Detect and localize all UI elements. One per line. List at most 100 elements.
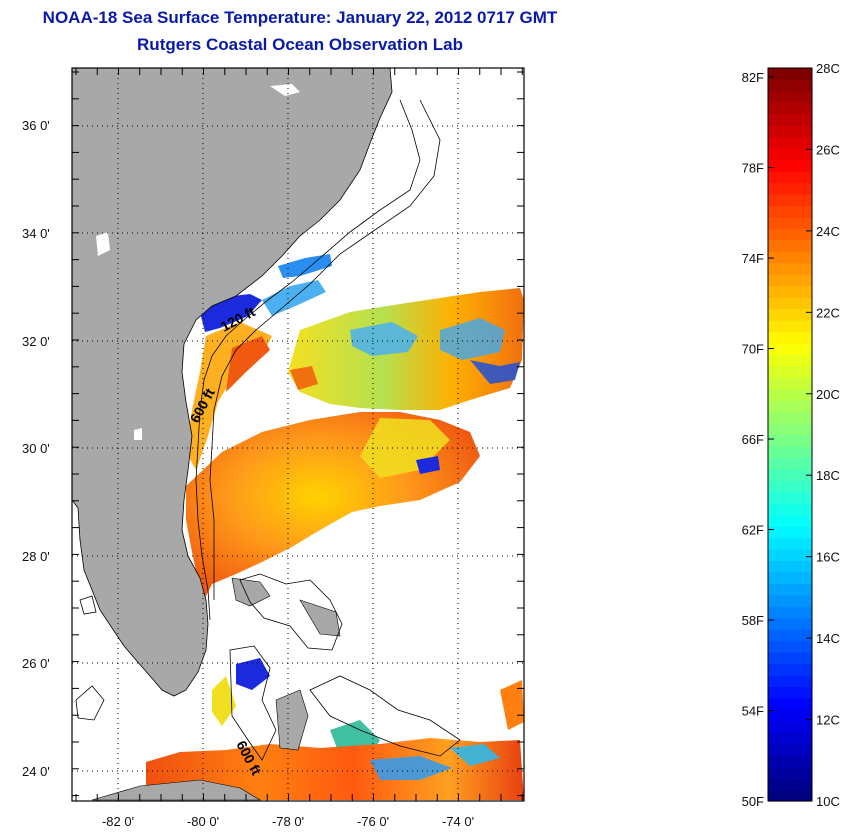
colorbar-band: [768, 148, 812, 161]
celsius-label: 16C: [816, 550, 840, 565]
lat-label: 26 0': [22, 656, 50, 671]
colorbar-band: [768, 652, 812, 665]
lat-label: 32 0': [22, 334, 50, 349]
colorbar-band: [768, 331, 812, 344]
colorbar-band: [768, 434, 812, 447]
colorbar-band: [768, 514, 812, 527]
colorbar-bands: [768, 68, 812, 802]
lat-label: 28 0': [22, 549, 50, 564]
lon-label: -80 0': [187, 814, 219, 829]
colorbar-band: [768, 400, 812, 413]
colorbar-band: [768, 308, 812, 321]
lon-label: -74 0': [442, 814, 474, 829]
colorbar-band: [768, 136, 812, 149]
colorbar-band: [768, 732, 812, 745]
colorbar-band: [768, 228, 812, 241]
colorbar-frame: [767, 67, 813, 802]
lat-label: 34 0': [22, 226, 50, 241]
celsius-label: 14C: [816, 631, 840, 646]
celsius-label: 12C: [816, 713, 840, 728]
colorbar-band: [768, 285, 812, 298]
fahrenheit-label: 74F: [742, 251, 764, 266]
colorbar-band: [768, 640, 812, 653]
colorbar-band: [768, 629, 812, 642]
fahrenheit-label: 58F: [742, 613, 764, 628]
colorbar-band: [768, 411, 812, 424]
graticule: [72, 68, 524, 801]
colorbar-band: [768, 193, 812, 207]
map-subtitle: Rutgers Coastal Ocean Observation Lab: [137, 35, 463, 54]
fahrenheit-label: 82F: [742, 70, 764, 85]
colorbar-band: [768, 79, 812, 92]
colorbar-band: [768, 457, 812, 470]
colorbar-band: [768, 182, 812, 195]
colorbar-band: [768, 663, 812, 676]
colorbar-band: [768, 606, 812, 619]
colorbar-band: [768, 755, 812, 768]
colorbar-band: [768, 571, 812, 584]
colorbar-band: [768, 468, 812, 481]
fahrenheit-label: 50F: [742, 794, 764, 809]
colorbar-band: [768, 766, 812, 779]
colorbar-band: [768, 789, 812, 802]
colorbar-band: [768, 720, 812, 733]
land-layer: [72, 68, 393, 801]
colorbar-band: [768, 216, 812, 229]
colorbar-band: [768, 171, 812, 184]
fahrenheit-label: 70F: [742, 342, 764, 357]
colorbar-band: [768, 491, 812, 504]
map-frame: [71, 67, 525, 802]
colorbar-band: [768, 354, 812, 367]
sst-map: 36 0' 34 0' 32 0' 30 0' 28 0' 26 0' 24 0…: [22, 67, 525, 829]
celsius-label: 10C: [816, 794, 840, 809]
colorbar-band: [768, 388, 812, 401]
colorbar-band: [768, 205, 812, 218]
celsius-label: 28C: [816, 61, 840, 76]
tick-marks: [72, 68, 524, 801]
lat-label: 30 0': [22, 441, 50, 456]
colorbar-band: [768, 503, 812, 516]
fahrenheit-label: 78F: [742, 161, 764, 176]
fahrenheit-label: 54F: [742, 704, 764, 719]
lon-label: -78 0': [272, 814, 304, 829]
fahrenheit-label: 62F: [742, 523, 764, 538]
map-title: NOAA-18 Sea Surface Temperature: January…: [42, 8, 558, 27]
colorbar-band: [768, 68, 812, 81]
celsius-label: 22C: [816, 305, 840, 320]
colorbar-band: [768, 239, 812, 252]
colorbar-band: [768, 102, 812, 115]
lat-label: 36 0': [22, 118, 50, 133]
isobath-contours: [75, 99, 461, 761]
colorbar-band: [768, 423, 812, 436]
colorbar-band: [768, 697, 812, 710]
celsius-label: 26C: [816, 142, 840, 157]
lon-label: -76 0': [357, 814, 389, 829]
colorbar-band: [768, 297, 812, 310]
colorbar-band: [768, 480, 812, 493]
colorbar-band: [768, 319, 812, 333]
celsius-label: 18C: [816, 468, 840, 483]
colorbar-band: [768, 445, 812, 458]
colorbar-band: [768, 113, 812, 126]
temperature-colorbar: 82F 78F 74F 70F 66F 62F 58F 54F 50F 28C 26C 24C 22C…: [742, 61, 840, 809]
colorbar-band: [768, 675, 812, 688]
colorbar-band: [768, 159, 812, 172]
colorbar-band: [768, 743, 812, 756]
lat-label: 24 0': [22, 764, 50, 779]
colorbar-band: [768, 125, 812, 138]
celsius-label: 20C: [816, 387, 840, 402]
colorbar-band: [768, 583, 812, 596]
fahrenheit-label: 66F: [742, 432, 764, 447]
colorbar-band: [768, 262, 812, 275]
sst-data-layer: [146, 254, 524, 800]
colorbar-band: [768, 709, 812, 722]
lon-label: -82 0': [102, 814, 134, 829]
colorbar-band: [768, 617, 812, 630]
colorbar-band: [768, 377, 812, 390]
colorbar-band: [768, 90, 812, 103]
colorbar-ticks: [768, 67, 812, 802]
colorbar-band: [768, 537, 812, 550]
colorbar-band: [768, 365, 812, 378]
colorbar-band: [768, 251, 812, 264]
colorbar-band: [768, 342, 812, 355]
